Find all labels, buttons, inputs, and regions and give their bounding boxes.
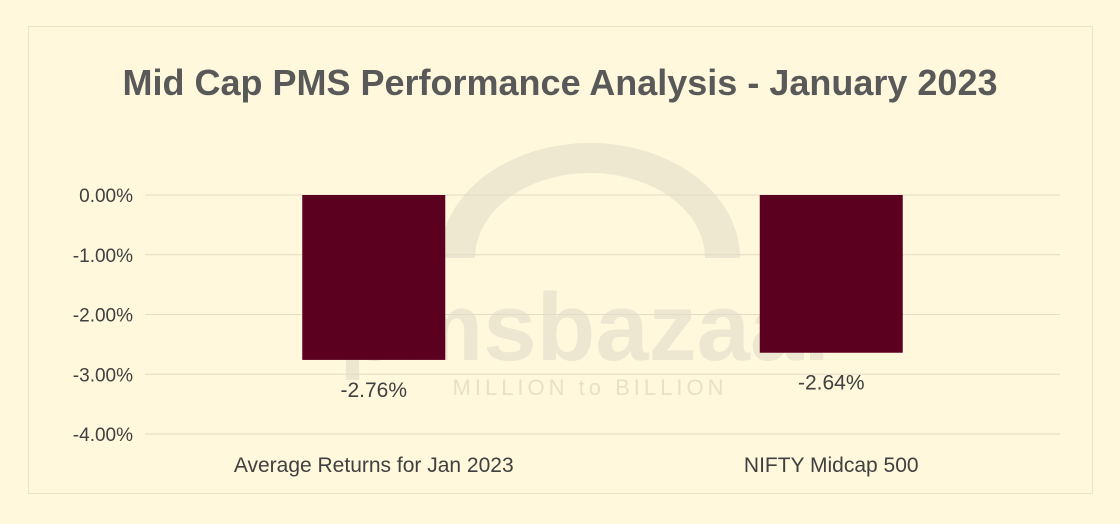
chart-title: Mid Cap PMS Performance Analysis - Janua… xyxy=(122,62,998,103)
y-tick-label: -2.00% xyxy=(73,306,133,327)
y-tick-label: -1.00% xyxy=(73,246,133,267)
bar xyxy=(302,195,446,360)
labels: 0.00% -1.00% -2.00% -3.00% -4.00% -2.76% Avera… xyxy=(73,186,919,477)
chart-frame xyxy=(28,26,1093,494)
bar xyxy=(759,195,903,353)
gridlines xyxy=(145,194,1060,435)
bars xyxy=(302,195,903,360)
x-category-label: Average Returns for Jan 2023 xyxy=(234,454,514,477)
watermark-tagline: MILLION to BILLION xyxy=(453,375,728,400)
y-tick-label: -3.00% xyxy=(73,365,133,386)
y-tick-label: 0.00% xyxy=(79,186,133,207)
data-label: -2.64% xyxy=(798,372,865,395)
x-category-label: NIFTY Midcap 500 xyxy=(744,454,919,477)
data-label: -2.76% xyxy=(340,379,407,402)
y-tick-label: -4.00% xyxy=(73,425,133,446)
